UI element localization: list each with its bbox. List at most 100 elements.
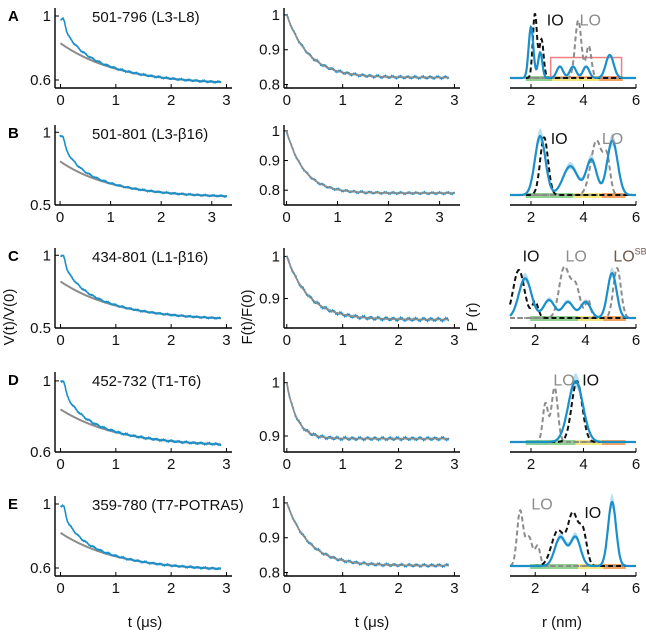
- form-xtick-label: 0: [283, 580, 291, 597]
- dist-xtick-label: 6: [632, 456, 640, 473]
- reliability-range-bar: [601, 193, 626, 198]
- raw-ytick-label: 1: [43, 373, 51, 390]
- form-ytick-label: 1: [272, 375, 280, 392]
- x-axis-title-raw: t (μs): [128, 614, 162, 631]
- form-xtick-label: 2: [394, 332, 402, 349]
- raw-ytick-label: 1: [43, 247, 51, 264]
- form-xtick-label: 0: [283, 456, 291, 473]
- panel-letter: B: [8, 125, 19, 142]
- reliability-range-bar: [552, 440, 576, 445]
- form-fit-line: [285, 130, 455, 194]
- form-fit-line: [286, 502, 449, 567]
- dist-xtick-label: 6: [632, 332, 640, 349]
- raw-xtick-label: 1: [112, 332, 120, 349]
- form-ytick-label: 0.9: [259, 153, 280, 170]
- raw-xtick-label: 0: [56, 456, 64, 473]
- dist-xtick-label: 4: [581, 332, 589, 349]
- form-ytick-label: 0.8: [259, 565, 280, 582]
- construct-label: 434-801 (L1-β16): [92, 249, 208, 266]
- reliability-range-bar: [603, 316, 626, 321]
- dist-xtick-label: 6: [632, 92, 640, 109]
- panel-letter: A: [8, 8, 19, 25]
- panel-row-d: D 452-732 (T1-T6) 0 1 2 3 0.6 1 0 1 2 3 0.9 1 2 4 6 LO IO: [8, 372, 640, 473]
- form-xtick-label: 2: [394, 580, 402, 597]
- form-ytick-label: 0.9: [259, 530, 280, 547]
- raw-ytick-label: 0.5: [30, 197, 51, 214]
- form-data-line: [286, 255, 450, 324]
- form-ytick-label: 0.9: [259, 428, 280, 445]
- raw-xtick-label: 1: [112, 92, 120, 109]
- form-xtick-label: 1: [338, 580, 346, 597]
- construct-label: 501-801 (L3-β16): [92, 126, 208, 143]
- form-xtick-label: 2: [394, 92, 402, 109]
- raw-ytick-label: 0.6: [30, 444, 51, 461]
- form-xtick-label: 3: [450, 332, 458, 349]
- raw-xtick-label: 0: [56, 580, 64, 597]
- form-xtick-label: 3: [450, 92, 458, 109]
- raw-ytick-label: 0.6: [30, 72, 51, 89]
- y-axis-title-form: F(t)/F(0): [239, 290, 256, 345]
- io-predicted-line: [510, 136, 636, 196]
- panel-row-b: B 501-801 (L3-β16) 0 1 2 3 0.5 1 0 1 2 3 0.8 0.9 1 2 4 6 I…: [8, 123, 640, 226]
- form-fit-line: [286, 14, 449, 79]
- raw-xtick-label: 2: [167, 456, 175, 473]
- x-axis-title-dist: r (nm): [542, 614, 582, 631]
- state-label-superscript: SB: [635, 247, 646, 257]
- dist-xtick-label: 2: [527, 456, 535, 473]
- state-label: LO: [565, 249, 586, 266]
- raw-xtick-label: 2: [167, 332, 175, 349]
- raw-ytick-label: 0.5: [30, 320, 51, 337]
- raw-xtick-label: 3: [222, 456, 230, 473]
- panel-row-a: A 501-796 (L3-L8) 0 1 2 3 0.6 1 0 1 2 3 0.8 0.9 1 2 4 6 IO…: [8, 7, 640, 109]
- form-xtick-label: 0: [283, 92, 291, 109]
- state-label: IO: [523, 249, 540, 266]
- construct-label: 501-796 (L3-L8): [92, 9, 200, 26]
- form-xtick-label: 3: [450, 580, 458, 597]
- form-fit-line: [286, 382, 449, 440]
- io-predicted-line: [510, 13, 636, 79]
- state-label: LO: [580, 13, 601, 30]
- y-axis-title-raw: V(t)/V(0): [1, 289, 18, 346]
- lo-predicted-line: [509, 508, 636, 567]
- reliability-range-bar: [573, 76, 600, 81]
- raw-xtick-label: 0: [56, 209, 64, 226]
- raw-data-line: [60, 16, 222, 84]
- raw-ytick-label: 1: [43, 496, 51, 513]
- raw-xtick-label: 1: [106, 209, 114, 226]
- raw-fit-line: [59, 42, 222, 84]
- dist-data-line: [510, 500, 636, 568]
- raw-ytick-label: 0.6: [30, 560, 51, 577]
- io-predicted-line: [510, 380, 636, 443]
- form-ytick-label: 1: [272, 7, 280, 24]
- form-xtick-label: 1: [338, 332, 346, 349]
- x-axis-title-form: t (μs): [355, 614, 389, 631]
- raw-fit-line: [59, 160, 228, 198]
- state-label: IO: [547, 13, 564, 30]
- dist-xtick-label: 2: [527, 209, 535, 226]
- form-ytick-label: 0.8: [259, 77, 280, 94]
- raw-xtick-label: 0: [56, 332, 64, 349]
- form-data-line: [286, 13, 450, 81]
- form-xtick-label: 3: [450, 456, 458, 473]
- dist-xtick-label: 6: [632, 209, 640, 226]
- raw-ytick-label: 1: [43, 8, 51, 25]
- dist-xtick-label: 4: [579, 92, 587, 109]
- raw-xtick-label: 2: [167, 92, 175, 109]
- raw-data-line: [59, 134, 228, 199]
- raw-fit-line: [59, 531, 221, 570]
- panel-letter: C: [8, 248, 19, 265]
- form-ytick-label: 1: [272, 123, 280, 140]
- raw-xtick-label: 2: [167, 580, 175, 597]
- form-xtick-label: 3: [435, 209, 443, 226]
- state-label: LOSB: [613, 247, 646, 266]
- raw-fit-line: [59, 408, 221, 446]
- dist-xtick-label: 2: [527, 92, 535, 109]
- state-label: LO: [531, 497, 552, 514]
- raw-ytick-label: 1: [43, 124, 51, 141]
- panel-row-c: C 434-801 (L1-β16) 0 1 2 3 0.5 1 0 1 2 3 0.9 1 2 4 6 IO LO…: [8, 247, 646, 349]
- construct-label: 452-732 (T1-T6): [92, 373, 201, 390]
- state-label: LO: [553, 373, 574, 390]
- form-ytick-label: 0.9: [259, 42, 280, 59]
- dist-xtick-label: 2: [531, 332, 539, 349]
